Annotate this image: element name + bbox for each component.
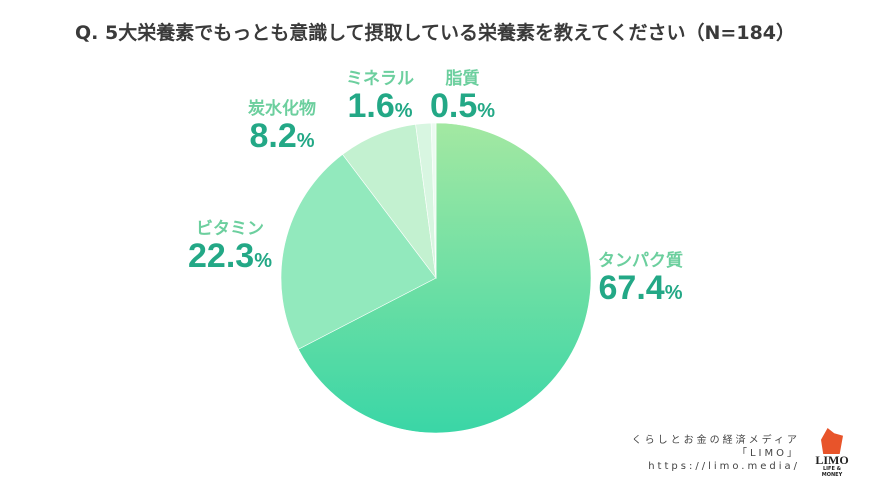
pie-slice-protein <box>297 122 592 434</box>
credit: くらしとお金の経済メディア 「LIMO」 https://limo.media/ <box>631 435 800 472</box>
value-protein: 67.4% <box>598 269 683 307</box>
label-carbohydrate: 炭水化物 8.2% <box>248 99 316 155</box>
label-vitamin: ビタミン 22.3% <box>188 219 272 275</box>
label-protein: タンパク質 67.4% <box>598 251 683 307</box>
label-fat: 脂質 0.5% <box>430 69 496 125</box>
fox-logo-icon <box>821 428 843 454</box>
limo-logo: LIMO LIFE & MONEY <box>812 428 852 478</box>
value-mineral: 1.6% <box>347 87 413 125</box>
pie-slice-vitamin <box>280 153 437 350</box>
value-vitamin: 22.3% <box>188 237 272 275</box>
label-mineral: ミネラル 1.6% <box>346 69 414 125</box>
value-fat: 0.5% <box>430 87 496 125</box>
value-carbohydrate: 8.2% <box>249 117 315 155</box>
pie-slice-fat <box>430 122 437 279</box>
chart-title: Q. 5大栄養素でもっとも意識して摂取している栄養素を教えてください（N=184… <box>74 22 796 44</box>
